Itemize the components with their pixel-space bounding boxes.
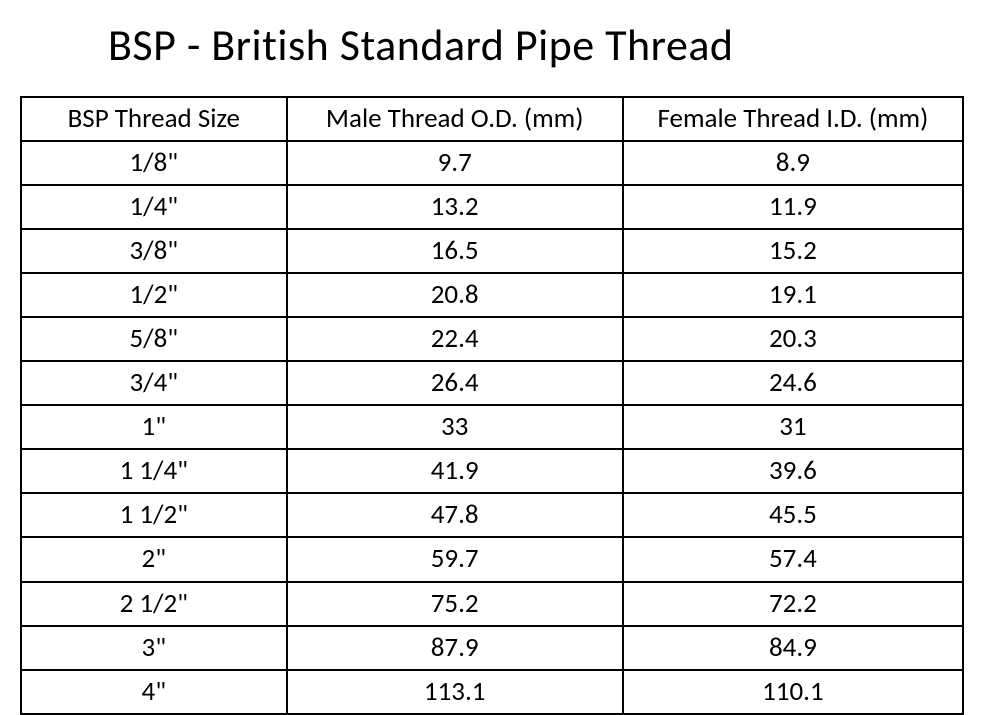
column-header-female-id: Female Thread I.D. (mm) xyxy=(623,97,963,141)
table-row: 1/4" 13.2 11.9 xyxy=(21,185,963,229)
cell-male-od: 87.9 xyxy=(287,626,623,670)
cell-female-id: 57.4 xyxy=(623,537,963,581)
column-header-size: BSP Thread Size xyxy=(21,97,287,141)
table-row: 3/4" 26.4 24.6 xyxy=(21,361,963,405)
column-header-male-od: Male Thread O.D. (mm) xyxy=(287,97,623,141)
table-row: 1/8" 9.7 8.9 xyxy=(21,141,963,185)
table-row: 1/2" 20.8 19.1 xyxy=(21,273,963,317)
cell-size: 1 1/2" xyxy=(21,493,287,537)
cell-size: 1 1/4" xyxy=(21,449,287,493)
cell-size: 3/4" xyxy=(21,361,287,405)
table-row: 3" 87.9 84.9 xyxy=(21,626,963,670)
cell-size: 4" xyxy=(21,670,287,714)
cell-male-od: 33 xyxy=(287,405,623,449)
table-row: 2" 59.7 57.4 xyxy=(21,537,963,581)
cell-size: 3" xyxy=(21,626,287,670)
cell-size: 3/8" xyxy=(21,229,287,273)
cell-female-id: 39.6 xyxy=(623,449,963,493)
table-row: 2 1/2" 75.2 72.2 xyxy=(21,582,963,626)
bsp-thread-table: BSP Thread Size Male Thread O.D. (mm) Fe… xyxy=(20,96,964,715)
cell-female-id: 84.9 xyxy=(623,626,963,670)
cell-female-id: 110.1 xyxy=(623,670,963,714)
table-row: 3/8" 16.5 15.2 xyxy=(21,229,963,273)
table-body: 1/8" 9.7 8.9 1/4" 13.2 11.9 3/8" 16.5 15… xyxy=(21,141,963,714)
cell-male-od: 22.4 xyxy=(287,317,623,361)
cell-male-od: 59.7 xyxy=(287,537,623,581)
cell-male-od: 47.8 xyxy=(287,493,623,537)
page-title: BSP - British Standard Pipe Thread xyxy=(0,0,984,96)
table-container: BSP Thread Size Male Thread O.D. (mm) Fe… xyxy=(0,96,984,715)
cell-female-id: 72.2 xyxy=(623,582,963,626)
cell-female-id: 20.3 xyxy=(623,317,963,361)
cell-female-id: 15.2 xyxy=(623,229,963,273)
cell-size: 5/8" xyxy=(21,317,287,361)
cell-size: 1/2" xyxy=(21,273,287,317)
cell-male-od: 13.2 xyxy=(287,185,623,229)
cell-male-od: 16.5 xyxy=(287,229,623,273)
cell-size: 2 1/2" xyxy=(21,582,287,626)
cell-size: 1/4" xyxy=(21,185,287,229)
cell-male-od: 20.8 xyxy=(287,273,623,317)
cell-size: 2" xyxy=(21,537,287,581)
cell-male-od: 9.7 xyxy=(287,141,623,185)
cell-male-od: 26.4 xyxy=(287,361,623,405)
table-header-row: BSP Thread Size Male Thread O.D. (mm) Fe… xyxy=(21,97,963,141)
cell-male-od: 113.1 xyxy=(287,670,623,714)
cell-female-id: 8.9 xyxy=(623,141,963,185)
cell-female-id: 19.1 xyxy=(623,273,963,317)
cell-size: 1/8" xyxy=(21,141,287,185)
cell-size: 1" xyxy=(21,405,287,449)
cell-female-id: 11.9 xyxy=(623,185,963,229)
cell-female-id: 24.6 xyxy=(623,361,963,405)
table-row: 1" 33 31 xyxy=(21,405,963,449)
cell-female-id: 45.5 xyxy=(623,493,963,537)
cell-female-id: 31 xyxy=(623,405,963,449)
cell-male-od: 75.2 xyxy=(287,582,623,626)
table-row: 5/8" 22.4 20.3 xyxy=(21,317,963,361)
table-row: 1 1/4" 41.9 39.6 xyxy=(21,449,963,493)
table-row: 1 1/2" 47.8 45.5 xyxy=(21,493,963,537)
cell-male-od: 41.9 xyxy=(287,449,623,493)
table-row: 4" 113.1 110.1 xyxy=(21,670,963,714)
